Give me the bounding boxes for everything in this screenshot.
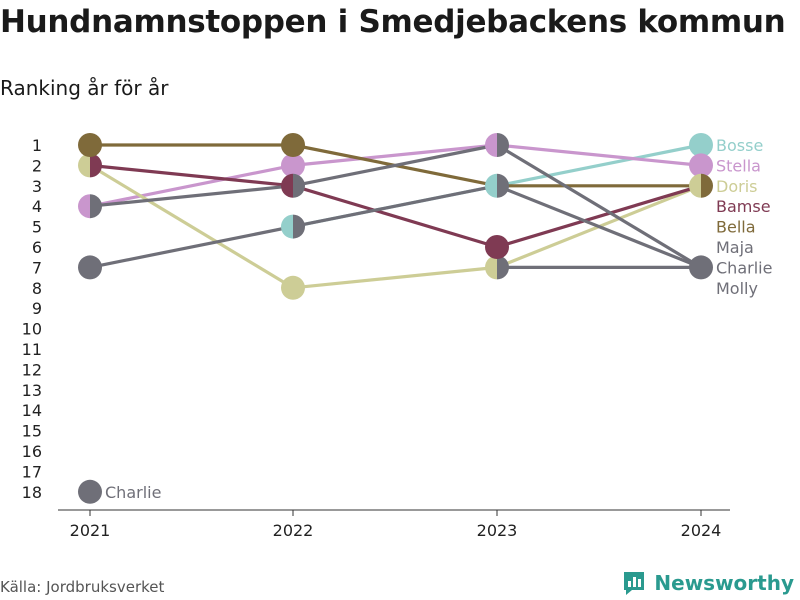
brand: Newsworthy <box>622 570 794 596</box>
y-tick-label: 14 <box>22 401 42 420</box>
x-tick-label: 2023 <box>477 521 518 540</box>
y-tick-label: 18 <box>22 483 42 502</box>
y-tick-label: 1 <box>32 136 42 155</box>
data-point-bamse <box>485 235 509 259</box>
y-tick-label: 5 <box>32 218 42 237</box>
series-label-stella: Stella <box>716 156 761 175</box>
series-label-maja: Maja <box>716 238 754 257</box>
y-tick-label: 11 <box>22 340 42 359</box>
data-point-bosse <box>485 173 497 198</box>
y-tick-label: 4 <box>32 197 42 216</box>
y-tick-label: 3 <box>32 177 42 196</box>
series-label-bosse: Bosse <box>716 136 763 155</box>
data-point-bosse <box>689 133 713 157</box>
data-point-maja <box>90 194 102 219</box>
data-point-maja <box>497 133 509 157</box>
data-point-doris <box>689 173 701 198</box>
series-line-charlie <box>89 184 702 269</box>
data-point-bella <box>701 173 713 198</box>
x-tick-label: 2021 <box>70 521 111 540</box>
data-point-charlie <box>497 173 509 198</box>
data-point-stella <box>689 153 713 178</box>
y-tick-label: 17 <box>22 462 42 481</box>
data-point-bosse <box>281 214 293 239</box>
chart-title: Hundnamnstoppen i Smedjebackens kommun <box>0 4 786 40</box>
series-label-molly: Molly <box>716 279 758 298</box>
y-tick-label: 9 <box>32 299 42 318</box>
series-label-doris: Doris <box>716 177 757 196</box>
data-point-bella <box>78 133 102 157</box>
series-label-bella: Bella <box>716 218 756 237</box>
data-point-doris <box>281 275 305 300</box>
series-line-bamse <box>89 163 702 249</box>
x-tick-label: 2022 <box>273 521 314 540</box>
series-line-doris <box>89 164 702 290</box>
y-tick-label: 16 <box>22 442 42 461</box>
annotation-label: Charlie <box>105 483 161 502</box>
data-point-doris <box>78 153 90 178</box>
newsworthy-logo-icon <box>624 572 645 595</box>
data-point-bamse <box>281 173 293 198</box>
data-point-doris <box>485 255 497 280</box>
data-point-charlie <box>293 214 305 239</box>
series-line-stella <box>89 143 702 208</box>
data-point-bella <box>281 133 305 157</box>
series-label-charlie: Charlie <box>716 258 772 277</box>
data-point-stella <box>281 153 305 178</box>
brand-name: Newsworthy <box>654 571 794 595</box>
y-tick-label: 12 <box>22 360 42 379</box>
data-point-maja <box>293 173 305 198</box>
data-point-charlie <box>78 255 102 280</box>
data-point-molly <box>497 255 509 280</box>
y-tick-label: 10 <box>22 320 42 339</box>
data-point-bamse <box>90 153 102 178</box>
y-tick-label: 2 <box>32 156 42 175</box>
series-line-maja <box>89 143 702 269</box>
y-tick-label: 15 <box>22 422 42 441</box>
data-point-stella <box>78 194 90 219</box>
data-point-maja <box>689 255 713 280</box>
series-label-bamse: Bamse <box>716 197 771 216</box>
y-tick-label: 13 <box>22 381 42 400</box>
annotation-point <box>78 479 102 504</box>
y-tick-label: 6 <box>32 238 42 257</box>
chart-subtitle: Ranking år för år <box>0 76 169 100</box>
data-point-stella <box>485 133 497 157</box>
x-tick-label: 2024 <box>681 521 722 540</box>
y-tick-label: 8 <box>32 279 42 298</box>
y-tick-label: 7 <box>32 258 42 277</box>
source-note: Källa: Jordbruksverket <box>0 578 165 596</box>
